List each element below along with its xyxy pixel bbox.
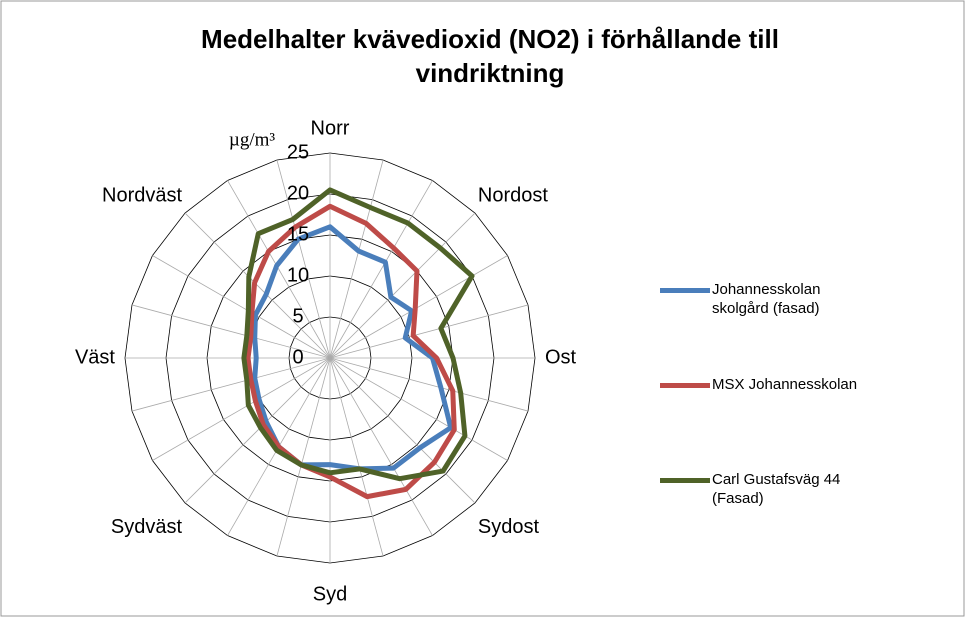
spoke bbox=[329, 212, 476, 359]
category-label: Nordväst bbox=[102, 184, 182, 206]
spoke bbox=[152, 357, 331, 461]
axis-label: µg/m³ bbox=[229, 129, 276, 150]
title-box: Medelhalter kvävedioxid (NO2) i förhålla… bbox=[201, 24, 779, 88]
category-label: Norr bbox=[311, 117, 350, 139]
category-label: Sydväst bbox=[111, 516, 183, 538]
r-tick-label: 15 bbox=[287, 223, 309, 245]
series-line bbox=[252, 224, 454, 472]
spoke bbox=[329, 357, 384, 557]
r-tick-label: 25 bbox=[287, 141, 309, 163]
legend-label: Carl Gustafsväg 44 (Fasad) bbox=[712, 471, 841, 507]
spoke bbox=[329, 255, 508, 359]
spoke bbox=[152, 255, 331, 359]
legend-label: Johannesskolan skolgård (fasad) bbox=[712, 281, 821, 317]
spoke bbox=[131, 304, 331, 359]
chart-title: Medelhalter kvävedioxid (NO2) i förhålla… bbox=[201, 24, 779, 88]
category-label: Sydost bbox=[478, 516, 540, 538]
spoke bbox=[276, 159, 331, 359]
spoke bbox=[329, 357, 508, 461]
spoke bbox=[184, 357, 331, 504]
spoke bbox=[329, 180, 433, 359]
series-line bbox=[245, 203, 457, 500]
r-tick-label: 0 bbox=[292, 346, 303, 368]
spoke bbox=[329, 159, 384, 359]
spoke bbox=[131, 357, 331, 412]
r-tick-label: 20 bbox=[287, 182, 309, 204]
category-label: Väst bbox=[75, 346, 115, 368]
legend-swatch bbox=[660, 478, 710, 483]
category-label: Syd bbox=[313, 583, 347, 605]
spoke bbox=[276, 357, 331, 557]
spoke bbox=[329, 357, 529, 412]
r-tick-label: 10 bbox=[287, 264, 309, 286]
legend-swatch bbox=[660, 288, 710, 293]
spoke bbox=[329, 357, 476, 504]
spoke bbox=[329, 304, 529, 359]
spoke bbox=[184, 212, 331, 359]
series-line bbox=[241, 187, 475, 482]
legend-swatch bbox=[660, 383, 710, 388]
spoke bbox=[329, 357, 433, 536]
category-label: Nordost bbox=[478, 184, 548, 206]
spoke bbox=[227, 180, 331, 359]
category-label: Ost bbox=[545, 346, 577, 368]
r-tick-label: 5 bbox=[292, 305, 303, 327]
legend-label: MSX Johannesskolan bbox=[712, 376, 858, 393]
